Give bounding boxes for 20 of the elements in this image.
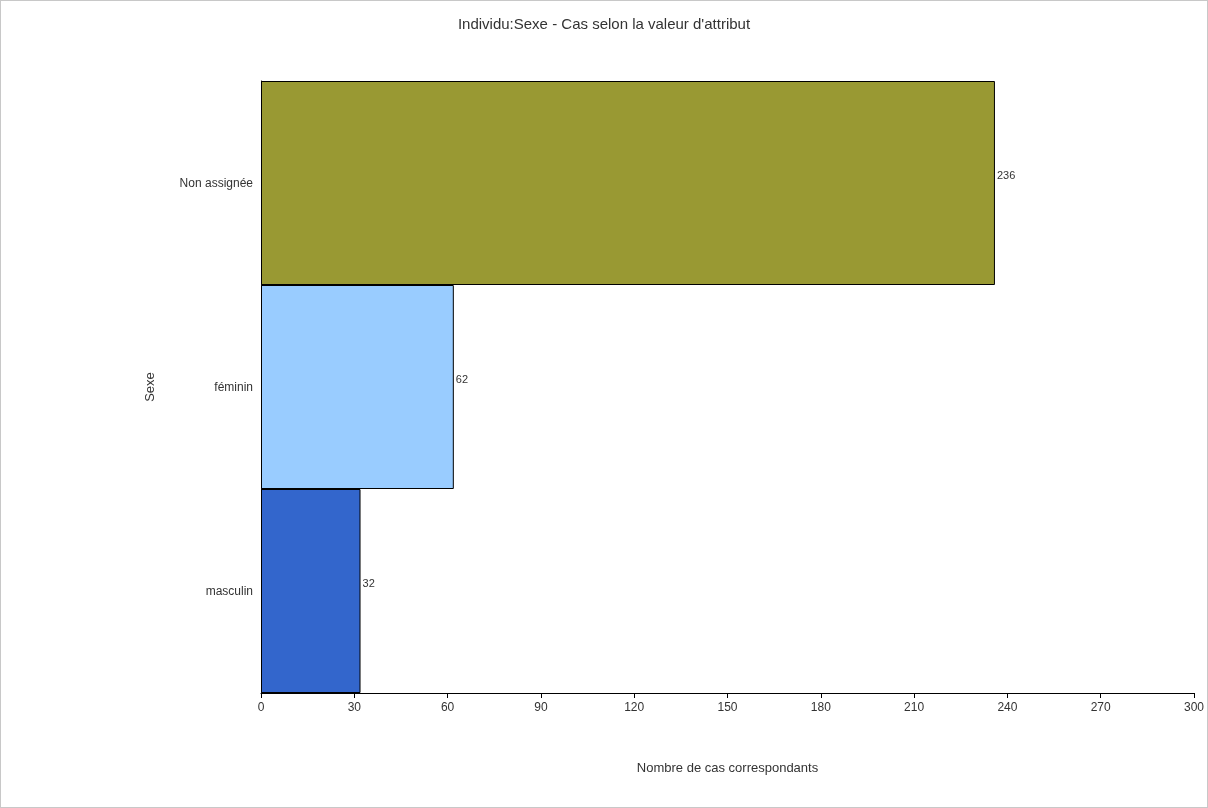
data-label: 32	[362, 577, 375, 589]
chart-title: Individu:Sexe - Cas selon la valeur d'attribut	[457, 15, 751, 32]
x-axis-title: Nombre de cas correspondants	[636, 760, 819, 775]
x-tick-label: 150	[717, 700, 738, 714]
x-tick-label: 30	[347, 700, 362, 714]
x-tick-label: 180	[810, 700, 832, 714]
x-tick-label: 120	[624, 700, 645, 714]
x-tick-label: 90	[534, 700, 548, 714]
x-tick-label: 0	[257, 700, 265, 714]
x-tick-label: 300	[1183, 700, 1205, 714]
x-tick-label: 270	[1090, 700, 1112, 714]
x-tick-label: 240	[997, 700, 1018, 714]
x-tick-label: 60	[440, 700, 455, 714]
data-label: 62	[455, 373, 469, 385]
x-tick-label: 210	[904, 700, 925, 714]
y-tick-label: masculin	[205, 584, 253, 598]
y-tick-label: féminin	[214, 380, 253, 394]
y-tick-label: Non assignée	[179, 176, 254, 190]
y-axis-title: Sexe	[142, 372, 157, 402]
data-label: 236	[996, 169, 1016, 181]
